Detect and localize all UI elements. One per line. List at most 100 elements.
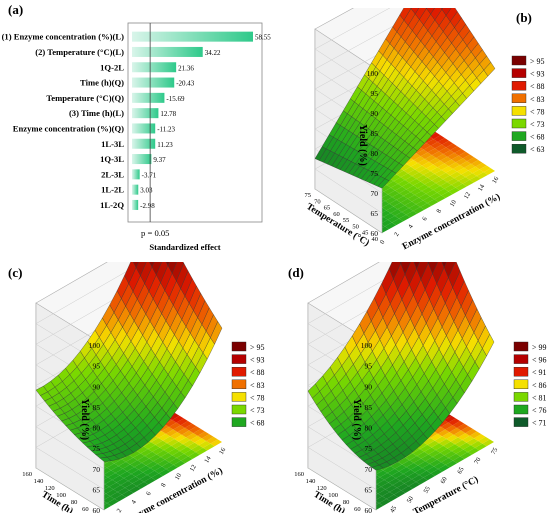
floor-contour-cell [414,165,427,173]
floor-contour-cell [468,166,480,174]
floor-contour-cell [457,167,469,175]
floor-contour-cell [434,195,446,202]
y-tick-label: 60 [82,506,89,513]
floor-contour-cell [434,436,447,444]
floor-contour-cell [115,468,127,476]
z-tick-label: 60 [365,506,373,513]
floor-contour-cell [449,427,462,435]
floor-contour-cell [394,464,407,472]
floor-contour-cell [392,480,405,488]
floor-contour-cell [106,463,119,471]
x-tick-label: 4 [407,223,415,230]
pareto-category-label: 1L-2Q [100,200,124,210]
floor-contour-cell [401,486,413,493]
floor-contour-cell [435,445,448,453]
floor-contour-cell [452,456,465,464]
wall-gridline [314,8,391,94]
floor-contour-cell [427,199,439,206]
legend-label: < 93 [530,70,545,79]
floor-contour-cell [452,165,465,172]
floor-contour-cell [392,193,404,200]
y-tick-label: 65 [324,205,331,212]
pareto-category-label: Time (h)(Q) [80,78,124,88]
floor-contour-cell [424,180,436,188]
floor-contour-cell [380,219,392,227]
floor-contour-cell [413,458,426,466]
floor-contour-cell [201,434,214,441]
x-tick-label: 2 [116,508,124,513]
floor-contour-cell [131,469,143,477]
floor-contour-cell [430,192,442,200]
floor-contour-cell [455,183,467,191]
floor-contour-cell [168,448,180,456]
z-tick-label: 75 [371,169,379,178]
floor-contour-cell [471,160,483,167]
surface-cell [410,8,420,15]
floor-contour-cell [138,465,151,473]
z-tick-label: 60 [93,506,101,513]
floor-contour-cell [412,449,425,456]
significance-label: p = 0.05 [141,228,169,238]
surface-cell [400,262,411,275]
floor-contour-cell [430,469,443,476]
floor-contour-cell [109,482,121,490]
floor-contour-cell [435,179,448,186]
z-tick-label: 90 [93,382,101,391]
floor-contour-cell [437,188,449,196]
floor-contour-cell [175,444,188,452]
floor-contour-cell [193,428,205,436]
y-tick-label: 120 [45,485,55,492]
floor-contour-cell [447,178,459,185]
floor-contour-cell [400,476,412,484]
floor-contour-cell [431,151,444,158]
surface-cell [165,262,170,266]
floor-contour-cell [483,168,495,175]
floor-contour-cell [433,462,446,470]
floor-contour-cell [444,184,456,192]
pareto-value-label: -2.98 [140,202,155,210]
floor-contour-cell [390,183,403,191]
pareto-value-label: -20.43 [176,80,195,88]
pareto-bar [132,77,175,88]
floor-contour-cell [161,462,174,470]
floor-contour-cell [420,444,432,452]
floor-contour-cell [160,452,173,460]
floor-contour-cell [134,462,146,470]
floor-contour-cell [405,453,417,461]
floor-contour-cell [463,445,475,453]
floor-contour-cell [450,171,462,179]
floor-contour-cell [441,191,453,199]
legend-swatch [513,379,529,390]
y-tick-label: 80 [343,499,350,506]
pareto-category-label: 1Q-2L [100,62,124,72]
y-tick-label: 100 [56,492,66,499]
pareto-bar [132,154,152,165]
y-tick-label: 140 [306,478,316,485]
floor-contour-cell [414,468,427,475]
floor-contour-cell [155,440,167,448]
floor-contour-cell [117,487,130,495]
floor-contour-cell [144,477,156,485]
legend-label: < 73 [250,406,265,415]
legend-swatch [513,366,529,377]
y-tick-label: 40 [372,236,379,243]
floor-contour-cell [141,458,154,466]
floor-contour-cell [130,460,142,468]
floor-contour-cell [380,473,392,480]
legend-label: < 68 [250,419,265,428]
floor-contour-cell [446,434,458,442]
surface-cell [441,8,452,16]
x-tick-label: 8 [435,208,443,214]
floor-contour-cell [123,474,136,481]
floor-contour-cell [408,481,421,489]
z-tick-label: 60 [371,229,379,238]
legend-swatch [231,379,247,390]
floor-contour-cell [140,449,153,456]
z-tick-label: 90 [371,109,379,118]
floor-contour-cell [143,442,156,450]
legend-swatch [513,354,529,364]
floor-contour-cell [396,196,408,203]
legend-label: > 95 [530,57,545,66]
floor-contour-cell [397,205,409,212]
floor-contour-cell [393,490,406,498]
